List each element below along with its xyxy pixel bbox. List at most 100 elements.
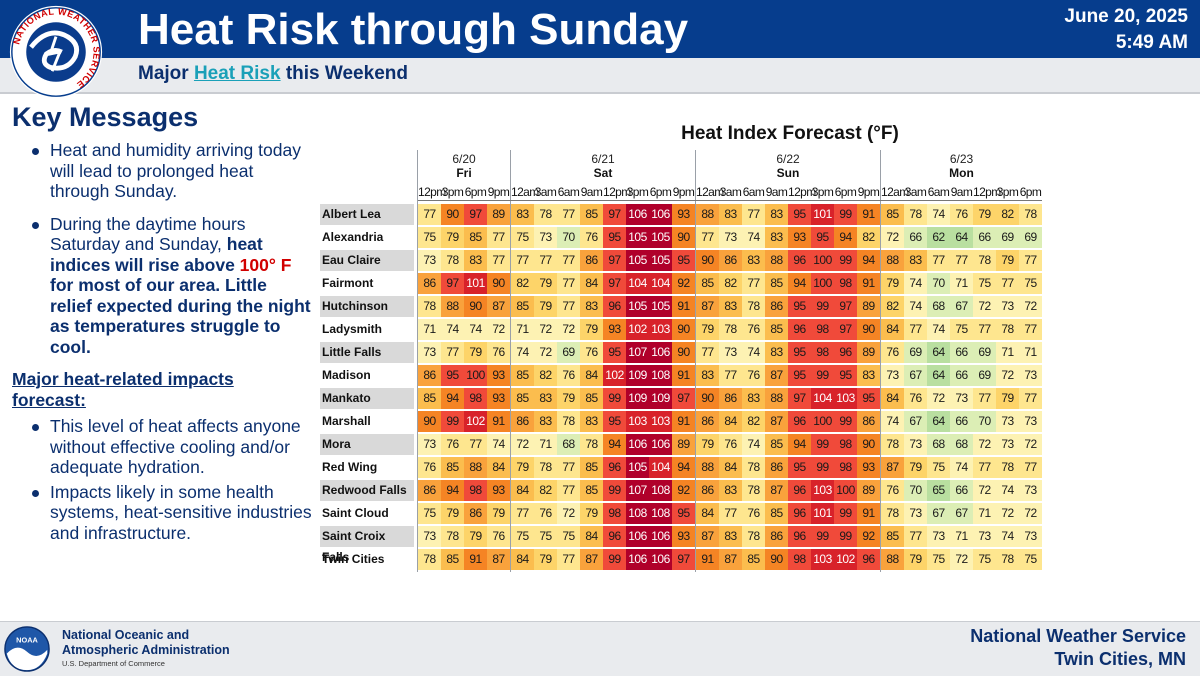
heat-index-cell: 105 [626, 457, 649, 478]
heat-index-cell: 96 [857, 549, 880, 570]
heat-index-cell: 97 [603, 204, 626, 225]
heat-index-cell: 78 [580, 434, 603, 455]
heat-index-cell: 78 [881, 434, 904, 455]
nws-office: National Weather Service Twin Cities, MN [970, 625, 1186, 671]
heat-index-cell: 106 [649, 204, 672, 225]
heat-index-cell: 105 [626, 227, 649, 248]
heat-index-cell: 77 [441, 342, 464, 363]
heat-index-cell: 75 [927, 457, 950, 478]
city-label: Hutchinson [320, 296, 414, 317]
heat-index-cell: 92 [857, 526, 880, 547]
heat-index-cell: 72 [1019, 503, 1042, 524]
heat-index-cell: 79 [904, 549, 927, 570]
heat-index-cell: 95 [441, 365, 464, 386]
heat-index-cell: 76 [557, 365, 580, 386]
heat-index-cell: 91 [487, 411, 510, 432]
heat-index-cell: 79 [464, 526, 487, 547]
heat-index-cell: 99 [811, 526, 834, 547]
heat-index-cell: 84 [881, 319, 904, 340]
key-messages-panel: Key Messages Heat and humidity arriving … [12, 100, 312, 547]
heat-index-cell: 79 [696, 319, 719, 340]
heat-index-cell: 72 [487, 319, 510, 340]
heat-index-cell: 82 [719, 273, 742, 294]
footer-bar [0, 621, 1200, 676]
heat-index-cell: 74 [464, 319, 487, 340]
heat-index-cell: 106 [649, 434, 672, 455]
heat-index-cell: 83 [765, 342, 788, 363]
issue-time: 5:49 AM [1115, 32, 1188, 53]
heat-index-cell: 74 [742, 342, 765, 363]
heat-index-cell: 85 [881, 204, 904, 225]
heat-index-cell: 83 [696, 365, 719, 386]
heat-index-cell: 94 [788, 434, 811, 455]
heat-index-cell: 85 [418, 388, 441, 409]
heat-index-cell: 73 [904, 503, 927, 524]
heat-index-cell: 83 [464, 250, 487, 271]
heat-index-cell: 73 [418, 250, 441, 271]
heat-index-cell: 97 [603, 273, 626, 294]
heat-index-cell: 85 [511, 388, 534, 409]
heat-index-cell: 93 [672, 526, 695, 547]
heat-index-cell: 79 [534, 296, 557, 317]
heat-index-cell: 103 [811, 480, 834, 501]
heat-index-cell: 73 [719, 227, 742, 248]
key-messages-title: Key Messages [12, 102, 199, 132]
heat-index-cell: 76 [487, 342, 510, 363]
heat-index-cell: 87 [719, 549, 742, 570]
heat-index-cell: 99 [603, 549, 626, 570]
heat-index-cell: 103 [834, 388, 857, 409]
heat-index-cell: 79 [441, 227, 464, 248]
heat-index-cell: 102 [603, 365, 626, 386]
heat-index-cell: 75 [950, 319, 973, 340]
heat-index-cell: 78 [881, 503, 904, 524]
heat-index-cell: 100 [811, 411, 834, 432]
hour-label: 6pm [464, 185, 487, 199]
subtitle-bar [0, 58, 1200, 94]
noaa-name: National Oceanic and Atmospheric Adminis… [62, 628, 230, 658]
heat-index-cell: 94 [788, 273, 811, 294]
heat-index-cell: 93 [672, 204, 695, 225]
heat-index-cell: 99 [811, 296, 834, 317]
heat-index-cell: 90 [857, 434, 880, 455]
heat-index-cell: 79 [696, 434, 719, 455]
heat-index-cell: 83 [742, 388, 765, 409]
heat-index-cell: 74 [511, 342, 534, 363]
heat-index-cell: 72 [1019, 296, 1042, 317]
heat-index-cell: 92 [672, 273, 695, 294]
heat-index-cell: 74 [927, 204, 950, 225]
heat-index-cell: 87 [881, 457, 904, 478]
heat-index-cell: 95 [788, 457, 811, 478]
date-label: 6/21 [591, 152, 615, 166]
heat-index-cell: 75 [557, 526, 580, 547]
heat-index-cell: 85 [580, 204, 603, 225]
heat-index-cell: 73 [881, 365, 904, 386]
heat-index-cell: 90 [418, 411, 441, 432]
heat-index-cell: 93 [788, 227, 811, 248]
heat-index-cell: 95 [834, 365, 857, 386]
heat-index-cell: 73 [973, 526, 996, 547]
hour-label: 3pm [626, 185, 649, 199]
heat-index-cell: 106 [649, 342, 672, 363]
heat-index-cell: 78 [534, 457, 557, 478]
heat-index-cell: 97 [672, 549, 695, 570]
heat-index-cell: 77 [927, 250, 950, 271]
city-label: Marshall [322, 414, 371, 428]
heat-index-cell: 74 [742, 227, 765, 248]
hour-label: 12am [696, 185, 724, 199]
heat-index-cell: 73 [996, 434, 1019, 455]
day-label: Sat [593, 166, 613, 180]
heat-risk-link[interactable]: Heat Risk [193, 63, 281, 84]
hour-label: 12am [881, 185, 909, 199]
heat-index-cell: 79 [580, 503, 603, 524]
heat-index-cell: 106 [649, 549, 672, 570]
heat-index-cell: 72 [511, 434, 534, 455]
heat-index-cell: 73 [1019, 411, 1042, 432]
heat-index-cell: 78 [742, 457, 765, 478]
heat-index-cell: 72 [973, 480, 996, 501]
heat-index-cell: 86 [857, 411, 880, 432]
heat-index-cell: 78 [557, 411, 580, 432]
heat-index-cell: 67 [950, 503, 973, 524]
hour-label: 9am [950, 185, 973, 199]
heat-index-cell: 77 [1019, 319, 1042, 340]
heat-index-cell: 69 [973, 365, 996, 386]
